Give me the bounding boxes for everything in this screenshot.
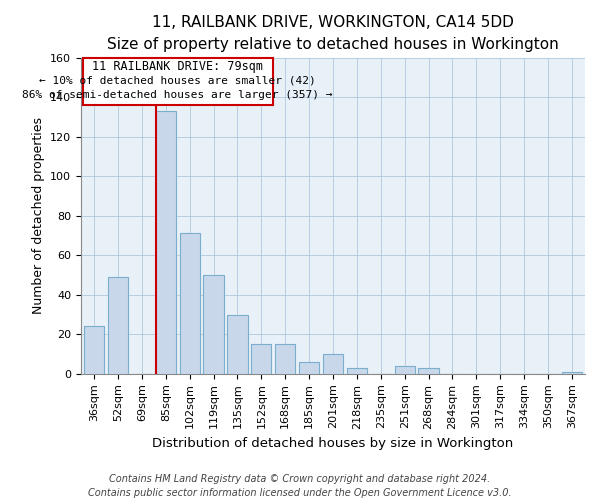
Bar [418, 368, 439, 374]
X-axis label: Distribution of detached houses by size in Workington: Distribution of detached houses by size … [152, 437, 514, 450]
Title: 11, RAILBANK DRIVE, WORKINGTON, CA14 5DD
Size of property relative to detached h: 11, RAILBANK DRIVE, WORKINGTON, CA14 5DD… [107, 15, 559, 52]
Bar [155, 111, 176, 374]
Bar [83, 58, 272, 105]
Bar [227, 314, 248, 374]
Text: Contains HM Land Registry data © Crown copyright and database right 2024.
Contai: Contains HM Land Registry data © Crown c… [88, 474, 512, 498]
Bar [323, 354, 343, 374]
Bar [275, 344, 295, 374]
Text: 11 RAILBANK DRIVE: 79sqm: 11 RAILBANK DRIVE: 79sqm [92, 60, 263, 74]
Y-axis label: Number of detached properties: Number of detached properties [32, 117, 44, 314]
Bar [203, 275, 224, 374]
Bar [562, 372, 582, 374]
Bar [179, 234, 200, 374]
Bar [84, 326, 104, 374]
Text: ← 10% of detached houses are smaller (42): ← 10% of detached houses are smaller (42… [40, 76, 316, 86]
Bar [251, 344, 271, 374]
Text: 86% of semi-detached houses are larger (357) →: 86% of semi-detached houses are larger (… [22, 90, 333, 100]
Bar [299, 362, 319, 374]
Bar [108, 277, 128, 374]
Bar [395, 366, 415, 374]
Bar [347, 368, 367, 374]
